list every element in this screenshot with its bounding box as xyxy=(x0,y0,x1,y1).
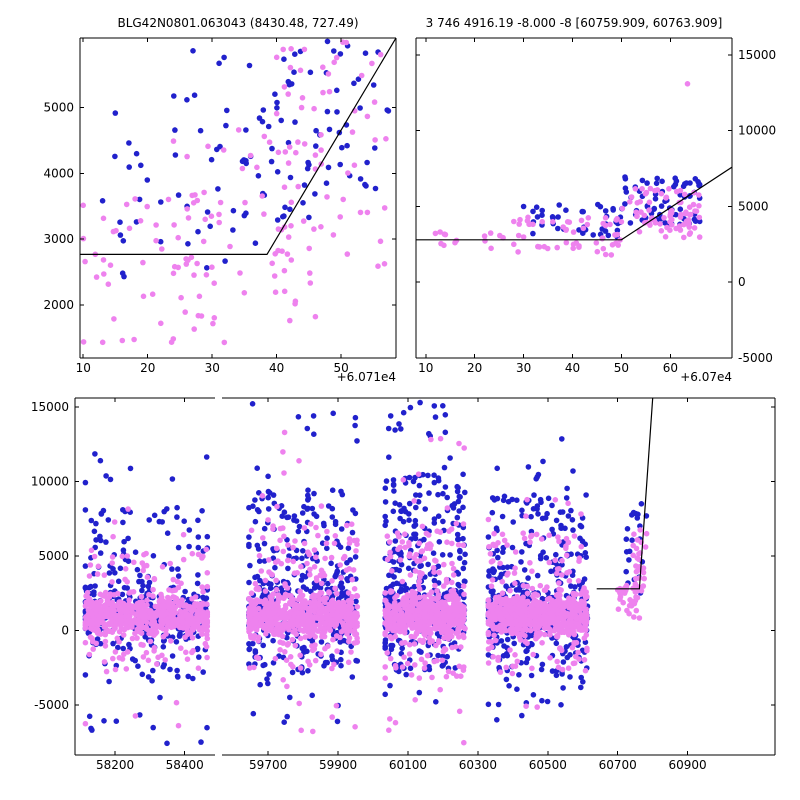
upper-right-xtick-label: 60 xyxy=(663,361,678,375)
upper-right-axes xyxy=(415,37,733,359)
upper-left-subplot: 10 20 30 40 50 2000 3000 4000 5000 +6.071e4 xyxy=(43,37,397,384)
upper-right-fit-line xyxy=(416,166,732,241)
upper-left-xtick-label: 40 xyxy=(269,361,284,375)
upper-left-xtick-label: 10 xyxy=(76,361,91,375)
upper-right-ytick-label: 5000 xyxy=(738,199,769,213)
upper-left-ytick-label: 2000 xyxy=(43,298,74,312)
bottom-left-segment-ytick-label: -5000 xyxy=(34,698,69,712)
upper-left-x-offset-label: +6.071e4 xyxy=(337,370,396,384)
subplot-title-left: BLG42N0801.063043 (8430.48, 727.49) xyxy=(117,16,358,30)
bottom-right-segment-axes xyxy=(222,397,776,756)
upper-right-xtick-label: 50 xyxy=(614,361,629,375)
upper-right-xtick-label: 10 xyxy=(418,361,433,375)
bottom-right-segment-xtick-label: 60500 xyxy=(529,758,567,772)
subplot-title-right: 3 746 4916.19 -8.000 -8 [60759.909, 6076… xyxy=(426,16,723,30)
upper-right-scatter-points xyxy=(432,81,703,258)
bottom-left-segment-ytick-label: 0 xyxy=(61,624,69,638)
bottom-left-segment-subplot: 58200 58400 -5000 0 5000 10000 15000 xyxy=(31,397,215,772)
upper-right-x-offset-label: +6.07e4 xyxy=(680,370,732,384)
upper-right-ytick-label: 15000 xyxy=(738,48,776,62)
bottom-left-segment-xtick-label: 58400 xyxy=(166,758,204,772)
bottom-right-segment-xtick-label: 60300 xyxy=(459,758,497,772)
bottom-right-segment-xtick-label: 59900 xyxy=(319,758,357,772)
upper-left-fit-line xyxy=(80,38,396,255)
bottom-left-segment-scatter-points xyxy=(82,451,211,747)
upper-right-xtick-label: 40 xyxy=(565,361,580,375)
upper-right-subplot: 10 20 30 40 50 60 -5000 0 5000 10000 15000 +6.07e4 xyxy=(415,37,776,384)
bottom-right-segment-subplot: 59700 59900 60100 60300 60500 60700 60900 xyxy=(222,397,776,772)
bottom-right-segment-xtick-label: 60900 xyxy=(669,758,707,772)
bottom-right-segment-xtick-label: 60100 xyxy=(389,758,427,772)
upper-right-xtick-label: 20 xyxy=(467,361,482,375)
upper-left-ytick-label: 4000 xyxy=(43,166,74,180)
bottom-left-segment-xtick-label: 58200 xyxy=(96,758,134,772)
upper-right-xtick-label: 30 xyxy=(516,361,531,375)
upper-right-ytick-label: 10000 xyxy=(738,124,776,138)
upper-left-ytick-label: 5000 xyxy=(43,100,74,114)
upper-left-scatter-points xyxy=(80,38,392,346)
bottom-left-segment-ytick-label: 10000 xyxy=(31,474,69,488)
bottom-right-segment-fit-line xyxy=(596,398,654,590)
bottom-left-segment-ytick-label: 5000 xyxy=(38,549,69,563)
bottom-right-segment-xtick-label: 60700 xyxy=(599,758,637,772)
bottom-right-segment-xtick-label: 59700 xyxy=(249,758,287,772)
upper-right-ytick-label: -5000 xyxy=(738,351,773,365)
upper-left-xtick-label: 20 xyxy=(140,361,155,375)
bottom-right-segment-scatter-points xyxy=(246,399,650,746)
upper-left-xtick-label: 30 xyxy=(205,361,220,375)
upper-left-xtick-label: 50 xyxy=(334,361,349,375)
upper-right-ytick-label: 0 xyxy=(738,275,746,289)
upper-left-ytick-label: 3000 xyxy=(43,232,74,246)
bottom-left-segment-axes xyxy=(74,397,215,756)
bottom-left-segment-ytick-label: 15000 xyxy=(31,400,69,414)
upper-left-axes xyxy=(79,37,397,359)
